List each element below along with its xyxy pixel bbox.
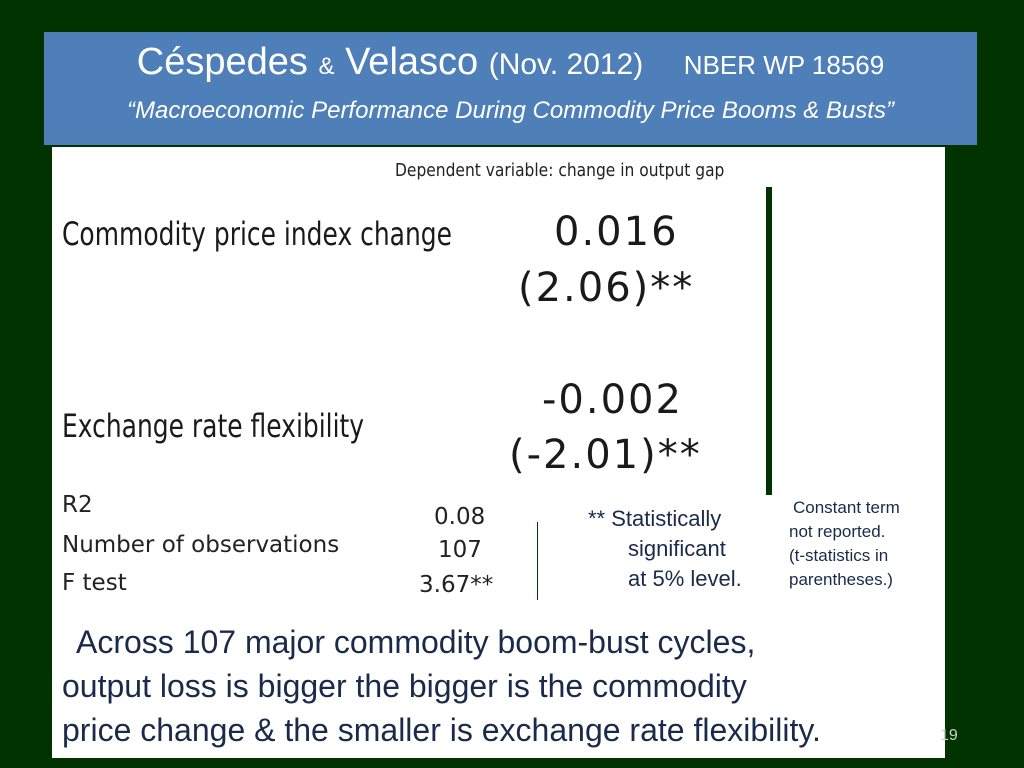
dependent-variable-label: Dependent variable: change in output gap bbox=[395, 160, 725, 181]
row-label-commodity-price: Commodity price index change bbox=[62, 215, 452, 253]
regression-table: Dependent variable: change in output gap… bbox=[52, 147, 945, 610]
coef-commodity-price: 0.016 bbox=[554, 209, 679, 255]
coef-exchange-rate: -0.002 bbox=[542, 377, 683, 423]
title-ampersand: & bbox=[318, 53, 335, 80]
publication-date: (Nov. 2012) bbox=[488, 48, 644, 81]
stat-label-r2: R2 bbox=[62, 492, 93, 518]
author-2: Velasco bbox=[345, 41, 479, 83]
slide-title: Céspedes & Velasco (Nov. 2012) NBER WP 1… bbox=[44, 40, 977, 89]
stat-value-f-test: 3.67** bbox=[419, 572, 494, 598]
tstat-commodity-price: (2.06)** bbox=[518, 265, 695, 311]
summary-text: Across 107 major commodity boom-bust cyc… bbox=[62, 620, 821, 752]
slide-number: 19 bbox=[940, 727, 958, 744]
summary-line-2: output loss is bigger the bigger is the … bbox=[62, 668, 747, 704]
row-label-exchange-rate: Exchange rate flexibility bbox=[62, 407, 365, 445]
paper-subtitle: “Macroeconomic Performance During Commod… bbox=[127, 97, 894, 124]
title-bar: Céspedes & Velasco (Nov. 2012) NBER WP 1… bbox=[44, 32, 977, 145]
stat-label-observations: Number of observations bbox=[62, 532, 340, 558]
vertical-divider bbox=[766, 187, 772, 495]
stat-label-f-test: F test bbox=[62, 570, 127, 596]
constant-term-note: Constant term not reported. (t-statistic… bbox=[789, 498, 900, 589]
summary-line-3: price change & the smaller is exchange r… bbox=[62, 712, 821, 748]
paper-id: NBER WP 18569 bbox=[683, 50, 885, 80]
stat-value-r2: 0.08 bbox=[434, 504, 486, 530]
summary-panel: Across 107 major commodity boom-bust cyc… bbox=[52, 610, 945, 758]
stat-value-observations: 107 bbox=[438, 537, 482, 563]
tstat-exchange-rate: (-2.01)** bbox=[509, 432, 702, 478]
significance-note: ** Statistically significant at 5% level… bbox=[588, 506, 742, 591]
author-1: Céspedes bbox=[136, 41, 308, 83]
summary-line-1: Across 107 major commodity boom-bust cyc… bbox=[76, 624, 756, 660]
significance-box: ** Statistically significant at 5% level… bbox=[537, 506, 775, 600]
